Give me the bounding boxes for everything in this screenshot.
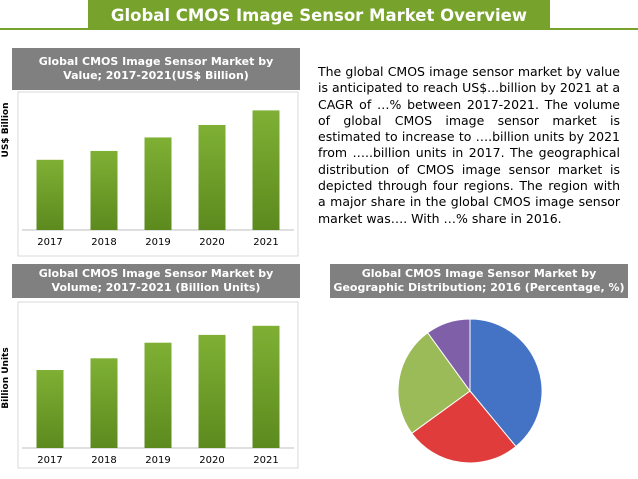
volume-chart-title-line-1: Global CMOS Image Sensor Market by <box>38 267 274 280</box>
page-title: Global CMOS Image Sensor Market Overview <box>88 0 550 30</box>
chart-frame <box>17 91 299 257</box>
y-axis-label: Billion Units <box>1 347 11 408</box>
pie-slice-1 <box>469 318 543 448</box>
market-description: The global CMOS image sensor market by v… <box>318 64 620 226</box>
value-chart-title-line-1: Global CMOS Image Sensor Market by <box>38 55 274 68</box>
x-tick-label: 2021 <box>253 455 278 466</box>
geo-chart-title-line-2: Geographic Distribution; 2016 (Percentag… <box>333 281 625 294</box>
bar-2021 <box>252 325 280 448</box>
x-tick-label: 2021 <box>253 237 278 248</box>
bar-2018 <box>90 150 118 230</box>
x-tick-label: 2017 <box>37 237 62 248</box>
value-chart-title: Global CMOS Image Sensor Market by Value… <box>12 48 300 90</box>
x-tick-label: 2020 <box>199 455 224 466</box>
bar-2018 <box>90 358 118 448</box>
geo-chart-title: Global CMOS Image Sensor Market by Geogr… <box>330 264 628 298</box>
value-chart-title-line-2: Value; 2017-2021(US$ Billion) <box>63 69 249 82</box>
pie-slice-3 <box>397 332 471 435</box>
bar-2020 <box>198 124 226 230</box>
x-tick-label: 2020 <box>199 237 224 248</box>
header-banner: Global CMOS Image Sensor Market Overview <box>0 0 638 30</box>
bar-2017 <box>36 159 64 230</box>
x-tick-label: 2019 <box>145 237 170 248</box>
pie-slice-4 <box>426 318 471 393</box>
bar-2020 <box>198 334 226 448</box>
bar-2019 <box>144 137 172 230</box>
x-tick-label: 2018 <box>91 237 116 248</box>
x-tick-label: 2019 <box>145 455 170 466</box>
geo-pie-chart <box>397 318 543 464</box>
y-axis-label: US$ Billion <box>1 103 11 158</box>
value-bar-chart: 2017 2018 2019 2020 2021 US$ Billion <box>1 91 299 257</box>
x-tick-label: 2017 <box>37 455 62 466</box>
bar-2021 <box>252 110 280 230</box>
bar-2017 <box>36 370 64 448</box>
pie-slice-2 <box>411 390 517 464</box>
volume-chart-title-line-2: Volume; 2017-2021 (Billion Units) <box>51 281 261 294</box>
bar-2019 <box>144 342 172 448</box>
x-tick-label: 2018 <box>91 455 116 466</box>
volume-chart-title: Global CMOS Image Sensor Market by Volum… <box>12 264 300 298</box>
chart-frame <box>17 301 299 469</box>
volume-bar-chart: 2017 2018 2019 2020 2021 Billion Units <box>1 301 299 469</box>
geo-chart-title-line-1: Global CMOS Image Sensor Market by <box>361 267 597 280</box>
